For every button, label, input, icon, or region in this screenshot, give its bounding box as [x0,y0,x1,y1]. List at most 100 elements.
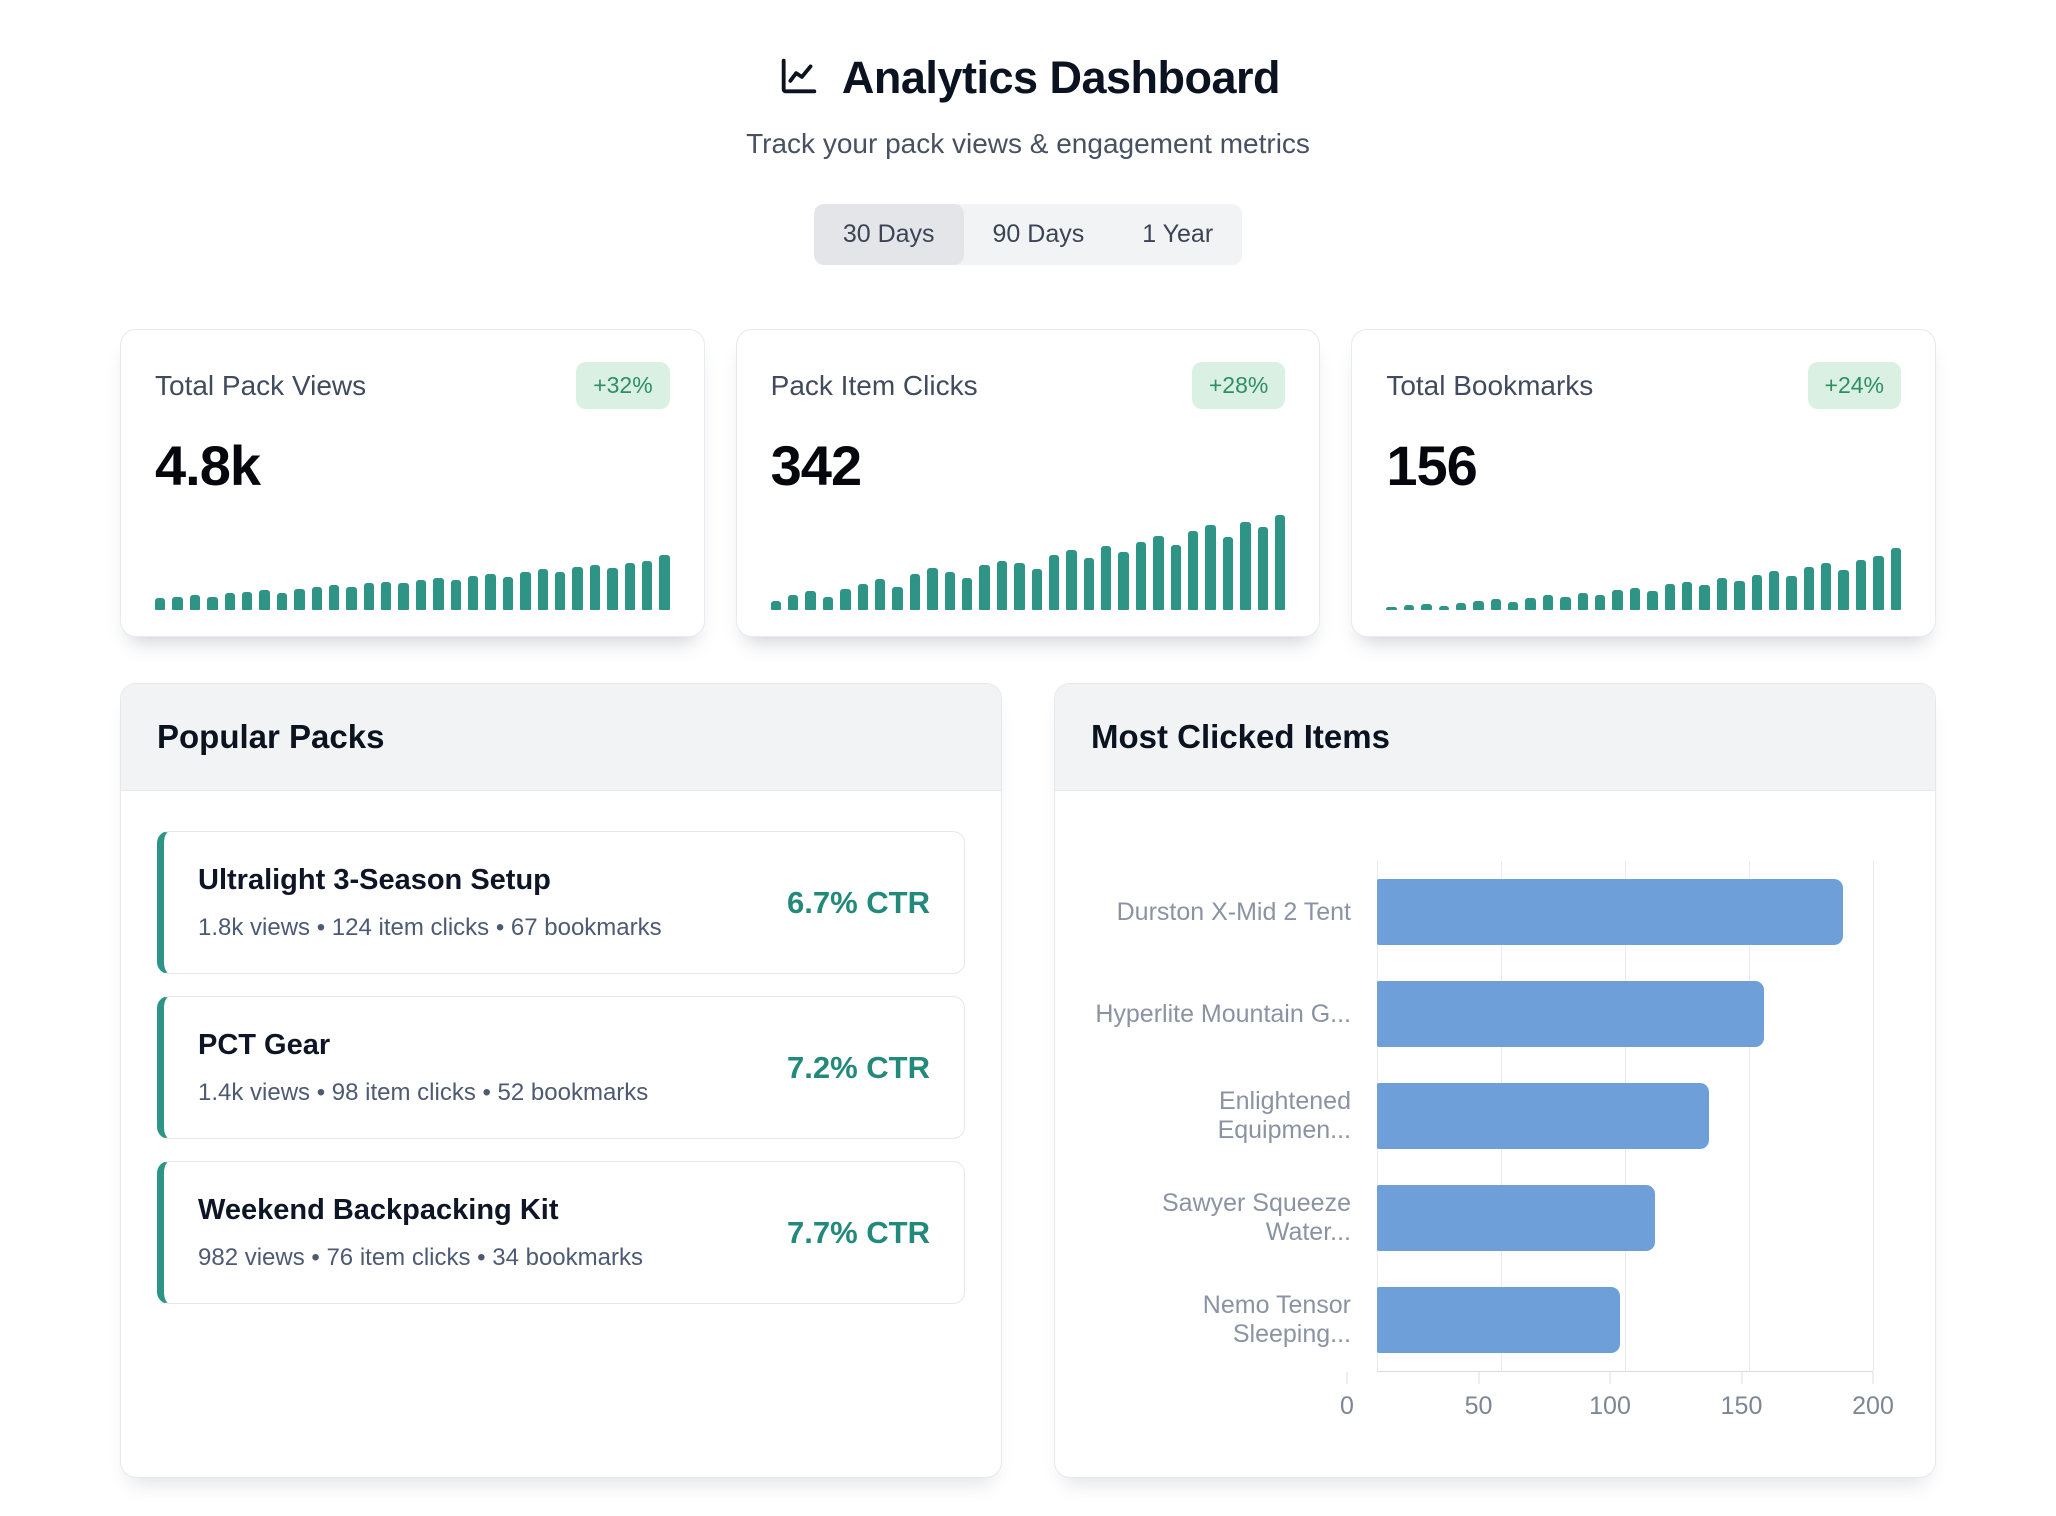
pack-list: Ultralight 3-Season Setup 1.8k views • 1… [121,791,1001,1344]
sparkline-bar [1205,525,1216,610]
page-subtitle: Track your pack views & engagement metri… [746,128,1310,159]
sparkline-bar [927,568,938,610]
sparkline-bar [1135,541,1147,610]
sparkline-bar [450,579,462,610]
sparkline-bar [1240,521,1251,610]
sparkline-bar [1751,574,1762,610]
stat-card-value: 4.8k [155,434,261,497]
sparkline-bar [1118,552,1129,610]
x-axis-tick-label: 200 [1852,1392,1894,1420]
sparkline-bar [485,573,496,610]
sparkline-bar [875,578,886,610]
line-chart-icon [776,53,822,104]
sparkline-bar [607,568,618,610]
category-label: Sawyer Squeeze Water... [1161,1189,1351,1246]
stat-card-total-bookmarks: Total Bookmarks +24% 156 [1351,329,1936,637]
sparkline-bar [1560,596,1571,610]
bar-hyperlite-mountain-g [1377,981,1764,1047]
sparkline-bar [979,565,990,610]
sparkline-bar [641,560,653,610]
sparkline-bar [1821,563,1832,610]
gridline [1749,861,1750,1371]
sparkline-bar [1438,606,1449,610]
sparkline-bar [554,572,566,610]
time-range-toggle: 30 Days 90 Days 1 Year [813,204,1243,265]
pack-ctr: 6.7% CTR [787,884,930,920]
bar-durston-x-mid-2-tent [1377,879,1844,945]
trend-badge: +28% [1191,362,1286,409]
x-axis-tick-label: 50 [1464,1392,1493,1420]
x-axis-tick-mark [1741,1372,1742,1384]
sparkline-bar [1595,594,1606,610]
x-axis-tick-label: 0 [1340,1392,1354,1420]
bar-sawyer-squeeze-water [1377,1185,1655,1251]
sparkline-chart [1386,515,1902,610]
panel-title: Most Clicked Items [1091,718,1390,755]
sparkline-bar [189,594,201,610]
toggle-option-30-days[interactable]: 30 Days [813,204,964,265]
sparkline-bar [1803,567,1815,610]
sparkline-bar [1274,515,1286,610]
x-axis-tick-mark [1346,1372,1348,1384]
pack-meta: 1.8k views • 124 item clicks • 67 bookma… [198,913,662,941]
sparkline-bar [840,589,851,610]
sparkline-bar [224,592,235,610]
sparkline-bar [468,575,479,610]
bar-chart-category-labels: Durston X-Mid 2 Tent Hyperlite Mountain … [1085,861,1377,1372]
sparkline-bar [1577,592,1589,610]
sparkline-bar [1101,546,1112,610]
category-label: Hyperlite Mountain G... [1095,999,1351,1028]
pack-ctr: 7.2% CTR [787,1049,930,1085]
x-axis: 0 50 100 150 200 [1055,1372,1935,1442]
sparkline-bar [1222,536,1234,610]
toggle-option-1-year[interactable]: 1 Year [1142,220,1214,248]
pack-meta: 982 views • 76 item clicks • 34 bookmark… [198,1243,643,1271]
sparkline-bar [944,572,955,610]
sparkline-bar [1455,603,1467,610]
stat-card-total-pack-views: Total Pack Views +32% 4.8k [120,329,705,637]
sparkline-bar [1170,545,1182,610]
pack-name: Weekend Backpacking Kit [198,1193,559,1226]
sparkline-bar [1542,594,1554,610]
x-axis-ticks: 0 50 100 150 200 [1340,1372,1894,1442]
sparkline-bar [996,560,1008,610]
horizontal-bar-chart: Durston X-Mid 2 Tent Hyperlite Mountain … [1055,791,1935,1372]
sparkline-bar [1031,569,1042,610]
stat-card-value: 156 [1386,434,1477,497]
sparkline-bar [1716,577,1728,610]
sparkline-bar [1768,571,1780,610]
sparkline-bar [294,589,305,610]
sparkline-bar [770,600,782,610]
sparkline-bar [155,597,166,610]
sparkline-bar [572,567,583,610]
stat-card-pack-item-clicks: Pack Item Clicks +28% 342 [735,329,1321,637]
sparkline-bar [1066,550,1077,610]
sparkline-bar [1083,557,1095,610]
sparkline-bar [892,587,903,610]
sparkline-bar [328,585,340,610]
x-axis-tick-mark [1872,1372,1874,1384]
sparkline-bar [363,583,375,610]
sparkline-bar [276,592,288,610]
sparkline-bar [1838,570,1849,610]
sparkline-bar [1048,554,1060,610]
sparkline-bar [1734,580,1745,610]
most-clicked-items-header: Most Clicked Items [1055,684,1935,791]
stat-card-label: Total Bookmarks [1386,369,1594,401]
sparkline-bar [822,596,834,610]
sparkline-bar [172,596,183,610]
sparkline-bar [398,583,409,610]
gridline [1873,861,1874,1371]
stat-card-label: Total Pack Views [155,369,367,401]
sparkline-bar [1386,607,1397,610]
toggle-option-90-days[interactable]: 90 Days [992,220,1085,248]
sparkline-chart [155,515,670,610]
trend-badge: +32% [576,362,670,409]
sparkline-bar [1681,581,1693,610]
sparkline-bar [1699,585,1710,610]
pack-name: PCT Gear [198,1028,331,1061]
analytics-dashboard-page: Analytics Dashboard Track your pack view… [120,52,1936,1478]
sparkline-bar [1403,605,1415,610]
category-label: Enlightened Equipmen... [1217,1087,1351,1144]
sparkline-bar [589,565,601,610]
